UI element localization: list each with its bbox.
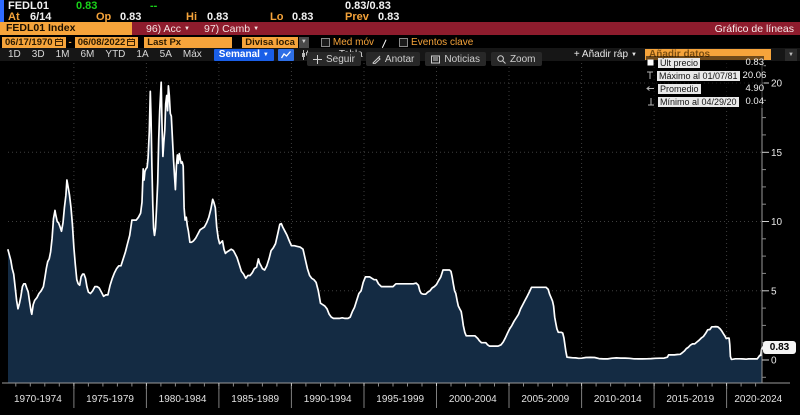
track-button[interactable]: Seguir (307, 52, 361, 66)
x-axis-label: 1990-1994 (304, 394, 352, 405)
edit-menu[interactable]: 97) Camb ▼ (203, 22, 260, 35)
field-value: 0.83 (292, 11, 314, 23)
quote-bar-secondary: At 6/14 Op 0.83 Hi 0.83 Lo 0.83 Prev 0.8… (0, 11, 800, 23)
field-label: At (8, 11, 20, 23)
price-field-select[interactable]: Last Px (144, 36, 233, 48)
news-icon (431, 55, 441, 63)
quote-bar-primary: FEDL01 0.83 -- 0.83/0.83 (0, 0, 800, 12)
x-axis-label: 1985-1989 (231, 394, 279, 405)
legend-row: Promedio 4.90 (646, 82, 764, 95)
bid-ask: 0.83/0.83 (345, 0, 391, 12)
magnifier-icon (497, 54, 506, 64)
calendar-icon (54, 38, 63, 46)
field-value: 0.83 (120, 11, 142, 23)
period-button[interactable]: 3D (31, 49, 45, 60)
ma-line-style-sample (376, 36, 387, 48)
x-axis-label: 2015-2019 (666, 394, 714, 405)
last-price-square-icon (646, 59, 655, 66)
news-button[interactable]: Noticias (425, 52, 486, 66)
zoom-button[interactable]: Zoom (490, 52, 542, 66)
period-button[interactable]: 1D (8, 49, 21, 60)
period-button[interactable]: 1A (136, 49, 149, 60)
price-change: -- (150, 0, 158, 12)
y-axis-tick-label: 10 (771, 217, 783, 228)
legend-row: Mínimo al 04/29/20 0.04 (646, 95, 764, 108)
x-axis-label: 2010-2014 (594, 394, 642, 405)
field-label: Op (96, 11, 112, 23)
moving-average-checkbox[interactable] (320, 37, 330, 47)
price-area-fill (8, 82, 762, 383)
max-marker-icon (646, 71, 654, 80)
price-chart[interactable]: 0 5 10 15 20 1970-1974 1975-1979 1980-1984 1985-… (0, 61, 800, 415)
x-axis-label: 1975-1979 (86, 394, 134, 405)
actions-menu[interactable]: 96) Acc ▼ (146, 22, 190, 35)
date-from-input[interactable]: 06/17/1970 (2, 36, 66, 48)
crosshair-icon (313, 54, 322, 64)
legend-row: Últ precio 0.83 (646, 56, 764, 69)
x-axis-label: 1970-1974 (14, 394, 62, 405)
last-price: 0.83 (76, 0, 98, 12)
window-edge-strip (0, 0, 4, 22)
moving-average-label: Med móv (332, 36, 375, 48)
period-button[interactable]: 5A (159, 49, 172, 60)
ticker-symbol: FEDL01 (8, 0, 49, 12)
caret-down-icon: ▼ (262, 51, 269, 58)
y-axis[interactable]: 0 5 10 15 20 (761, 63, 783, 383)
min-marker-icon (646, 97, 655, 106)
line-chart-icon (280, 50, 291, 58)
field-label: Prev (345, 11, 369, 23)
key-events-label: Eventos clave (411, 36, 474, 48)
field-label: Lo (270, 11, 284, 23)
caret-down-icon: ▼ (184, 25, 190, 32)
chart-hover-toolbar: Seguir Anotar Noticias Zoom (307, 52, 542, 66)
field-value: 0.83 (207, 11, 229, 23)
period-button[interactable]: YTD (105, 49, 126, 60)
y-axis-tick-label: 0 (771, 356, 777, 367)
x-axis-label: 2005-2009 (521, 394, 569, 405)
frequency-select[interactable]: Semanal ▼ (213, 48, 274, 61)
last-price-axis-badge: 0.83 (761, 341, 796, 354)
x-axis[interactable]: 1970-1974 1975-1979 1980-1984 1985-1989 1990… (2, 382, 790, 408)
field-value: 0.83 (378, 11, 400, 23)
caret-down-icon: ▼ (631, 51, 637, 58)
caret-down-icon: ▼ (253, 25, 260, 32)
currency-caret-button[interactable]: ▼ (298, 36, 309, 48)
date-range-dash: - (68, 36, 72, 48)
security-input[interactable]: FEDL01 Index (0, 22, 132, 35)
chart-type-button[interactable] (277, 48, 294, 61)
field-label: Hi (186, 11, 197, 23)
period-button[interactable]: Máx (182, 49, 202, 60)
y-axis-tick-label: 15 (771, 148, 783, 159)
add-data-input[interactable]: Añadir datos (645, 49, 771, 60)
pencil-icon (372, 55, 381, 64)
currency-select[interactable]: Divisa loca (242, 36, 298, 48)
period-button[interactable]: 6M (80, 49, 95, 60)
calendar-icon (127, 38, 136, 46)
more-options-button[interactable]: ▼ (785, 48, 797, 61)
avg-marker-icon (646, 85, 655, 92)
key-events-checkbox[interactable] (399, 37, 409, 47)
annotate-button[interactable]: Anotar (365, 52, 421, 66)
screen-title: Gráfico de líneas (714, 22, 794, 35)
x-axis-label: 2020-2024 (734, 394, 782, 405)
period-button[interactable]: 1M (55, 49, 70, 60)
field-value: 6/14 (30, 11, 52, 23)
caret-down-icon: ▼ (300, 39, 307, 45)
date-to-input[interactable]: 06/08/2022 (74, 36, 139, 48)
chart-legend: Últ precio 0.83 Máximo al 01/07/81 20.06… (646, 56, 766, 108)
caret-down-icon: ▼ (788, 51, 794, 58)
add-quick-button[interactable]: + Añadir ráp ▼ (573, 49, 637, 60)
x-axis-label: 2000-2004 (449, 394, 497, 405)
price-line-series (7, 81, 763, 361)
legend-row: Máximo al 01/07/81 20.06 (646, 69, 766, 82)
chart-controls-row: 06/17/1970 - 06/08/2022 Last Px Divisa l… (0, 36, 800, 48)
function-title-bar: FEDL01 Index 96) Acc ▼ 97) Camb ▼ Gráfic… (0, 22, 800, 35)
y-axis-tick-label: 5 (771, 286, 777, 297)
y-axis-tick-label: 20 (771, 79, 783, 90)
x-axis-label: 1995-1999 (376, 394, 424, 405)
x-axis-label: 1980-1984 (159, 394, 207, 405)
